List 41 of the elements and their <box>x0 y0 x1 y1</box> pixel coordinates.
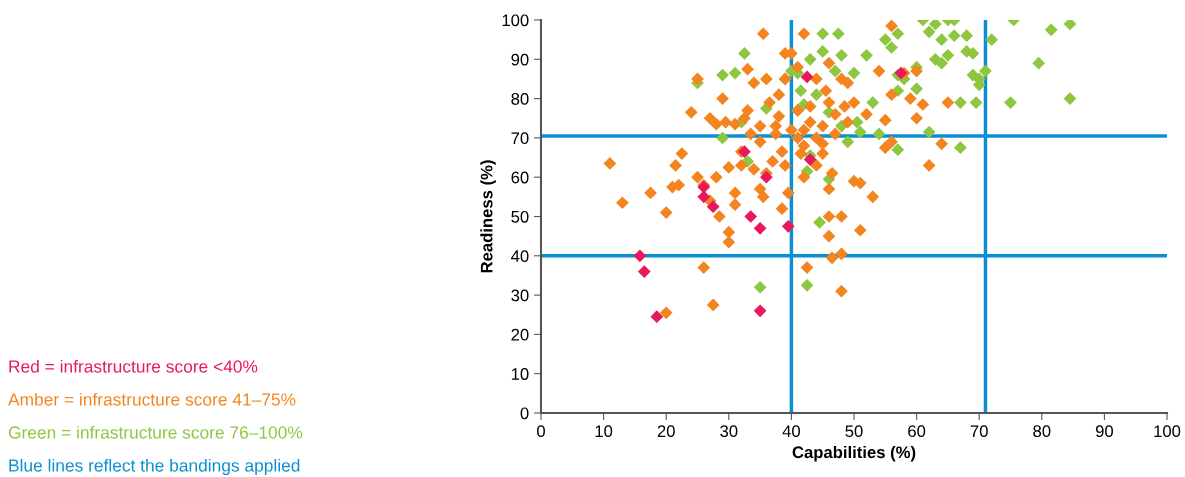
x-tick-label: 70 <box>970 425 988 438</box>
text: Red = infrastructure score <40% <box>9 359 258 373</box>
text: Amber = infrastructure score 41–75% <box>8 392 296 406</box>
y-tick-label: 0 <box>520 407 529 420</box>
text: Green = infrastructure score 76–100% <box>8 425 303 439</box>
x-tick-label: 0 <box>537 425 545 438</box>
text: Blue lines reflect the bandings applied <box>9 458 300 476</box>
point <box>744 210 758 223</box>
x-tick-label: 60 <box>908 425 926 438</box>
y-tick-label: 40 <box>511 250 529 262</box>
point <box>650 310 664 324</box>
y-axis-title: Readiness (%) <box>480 160 496 273</box>
point <box>738 145 751 159</box>
point <box>803 153 817 166</box>
point <box>637 265 651 278</box>
y-tick-label: 20 <box>511 328 529 341</box>
y-tick-label: 70 <box>511 132 529 145</box>
x-tick-label: 20 <box>657 425 675 438</box>
x-tick-label: 10 <box>595 425 613 438</box>
point <box>753 221 767 235</box>
y-tick-label: 100 <box>502 14 529 27</box>
x-tick-label: 100 <box>1154 425 1181 438</box>
x-tick-label: 30 <box>720 425 738 438</box>
point <box>800 70 814 84</box>
y-tick-label: 30 <box>511 289 529 302</box>
point <box>706 200 720 214</box>
y-tick-label: 80 <box>511 93 529 105</box>
y-tick-label: 60 <box>511 171 529 184</box>
y-tick-label: 90 <box>511 53 529 66</box>
point <box>760 170 773 184</box>
x-tick-label: 80 <box>1033 425 1051 438</box>
x-tick-label: 50 <box>845 425 863 438</box>
x-tick-label: 90 <box>1095 425 1114 438</box>
point <box>753 304 767 318</box>
x-tick-label: 40 <box>782 425 801 438</box>
y-tick-label: 50 <box>511 210 529 223</box>
point <box>697 190 711 204</box>
point <box>633 249 647 263</box>
point <box>781 219 795 233</box>
x-axis-title: Capabilities (%) <box>792 445 916 462</box>
y-tick-label: 10 <box>511 368 529 380</box>
